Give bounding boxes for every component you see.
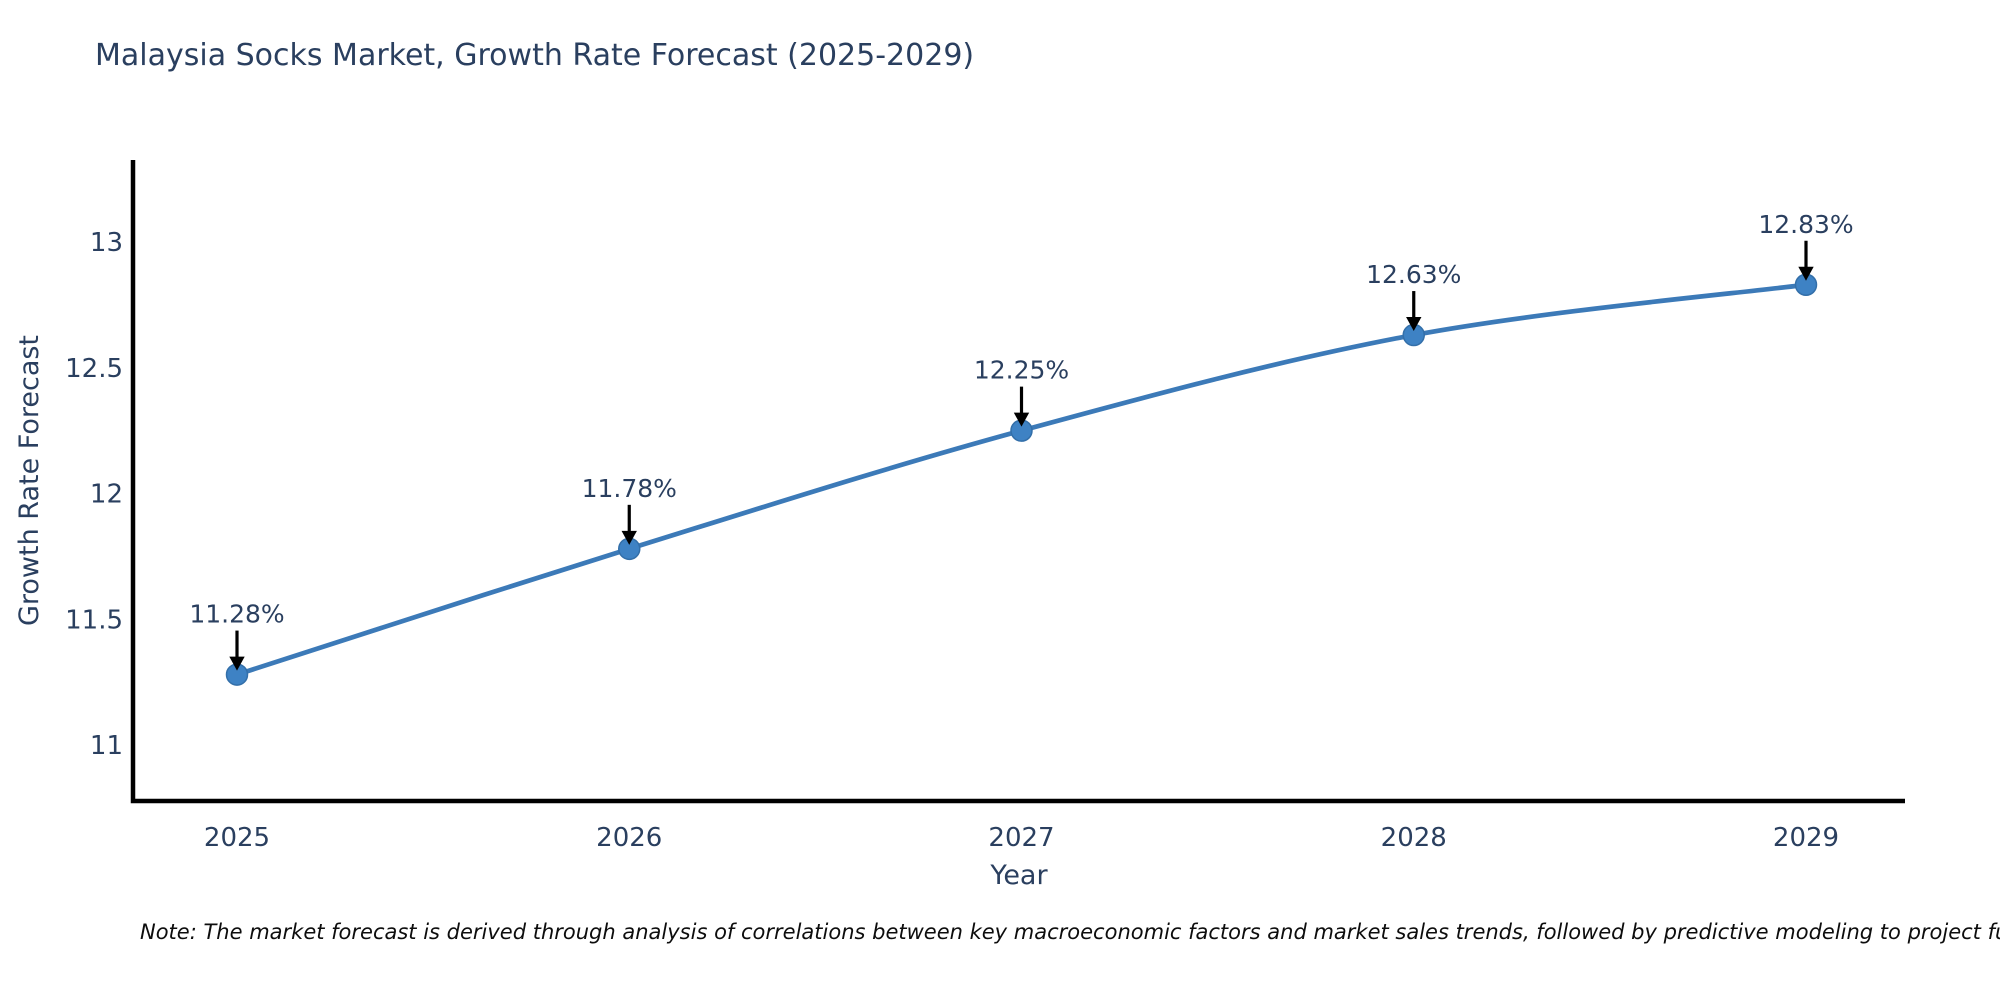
axis-spines bbox=[130, 160, 1905, 804]
annotation-arrowhead bbox=[621, 530, 637, 545]
annotation-arrowhead bbox=[1406, 317, 1422, 332]
y-tick-label: 11.5 bbox=[65, 605, 123, 635]
data-point-label: 11.28% bbox=[189, 600, 284, 629]
x-tick-label: 2029 bbox=[1773, 823, 1839, 853]
x-tick-label: 2026 bbox=[596, 823, 662, 853]
y-tick-label: 13 bbox=[90, 228, 123, 258]
annotation-arrowhead bbox=[1013, 412, 1030, 427]
annotation-arrowhead bbox=[1798, 266, 1814, 281]
data-point-label: 12.83% bbox=[1758, 210, 1853, 239]
x-tick-label: 2027 bbox=[988, 823, 1054, 853]
y-tick-label: 11 bbox=[90, 731, 123, 761]
annotation-arrowhead bbox=[229, 656, 245, 671]
y-tick-label: 12.5 bbox=[65, 354, 123, 384]
chart-title: Malaysia Socks Market, Growth Rate Forec… bbox=[95, 38, 975, 73]
y-tick-label: 12 bbox=[90, 480, 123, 510]
x-tick-label: 2028 bbox=[1381, 823, 1447, 853]
data-point-label: 11.78% bbox=[582, 474, 677, 503]
x-tick-label: 2025 bbox=[204, 823, 270, 853]
data-point-label: 12.25% bbox=[974, 356, 1069, 385]
y-axis-title: Growth Rate Forecast bbox=[14, 335, 45, 626]
data-point-label: 12.63% bbox=[1366, 260, 1461, 289]
trend-line bbox=[236, 282, 1807, 677]
x-axis-title: Year bbox=[989, 860, 1048, 891]
footnote: Note: The market forecast is derived thr… bbox=[140, 920, 2000, 944]
